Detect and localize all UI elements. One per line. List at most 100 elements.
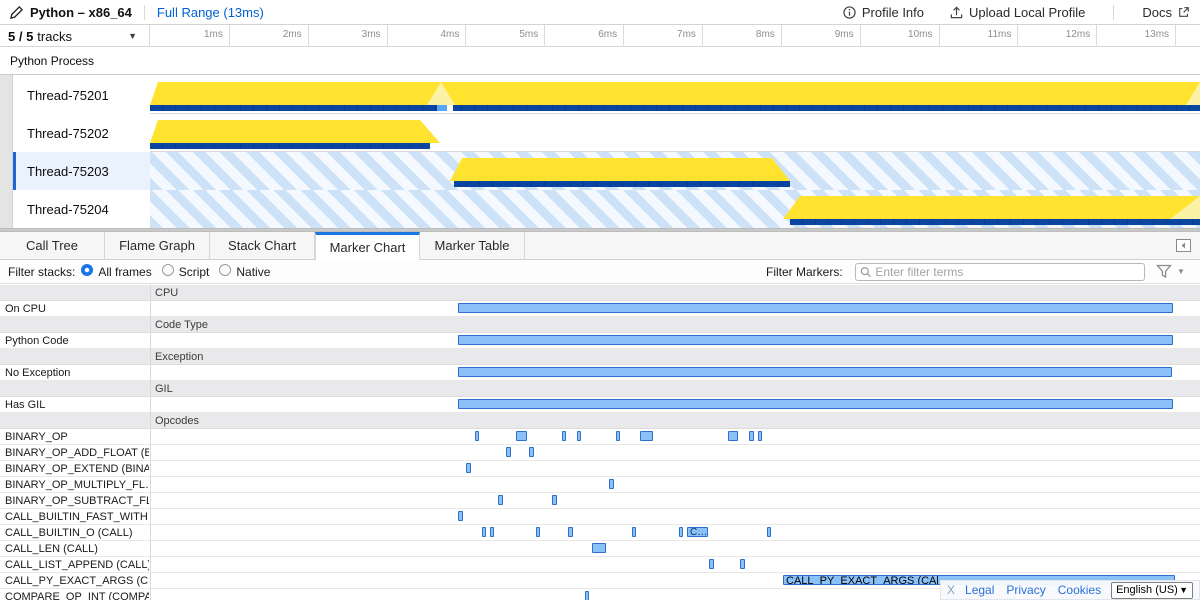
marker[interactable]: [552, 495, 557, 505]
docs-link[interactable]: Docs: [1132, 5, 1192, 20]
marker-filter-menu[interactable]: ▼: [1156, 264, 1185, 279]
marker[interactable]: C…: [687, 527, 708, 537]
radio-native[interactable]: [219, 264, 232, 276]
marker[interactable]: [458, 303, 1173, 313]
tracks-dropdown[interactable]: 5 / 5 tracks ▼: [0, 25, 150, 47]
ruler-tick-line: [1175, 25, 1177, 47]
marker-row[interactable]: No Exception: [0, 365, 1200, 381]
tab-stack-chart[interactable]: Stack Chart: [210, 232, 315, 259]
track-activity-graph[interactable]: [150, 152, 1200, 190]
marker[interactable]: [749, 431, 754, 441]
marker-row-label: On CPU: [5, 303, 46, 315]
footer-link-privacy[interactable]: Privacy: [1006, 583, 1046, 597]
upload-profile-button[interactable]: Upload Local Profile: [940, 5, 1095, 20]
radio-label-native[interactable]: Native: [236, 265, 271, 279]
header-divider: [1113, 4, 1115, 20]
marker[interactable]: [466, 463, 471, 473]
marker-row[interactable]: Has GIL: [0, 397, 1200, 413]
marker[interactable]: [529, 447, 534, 457]
radio-label-all-frames[interactable]: All frames: [98, 265, 152, 279]
marker[interactable]: [498, 495, 503, 505]
track-row[interactable]: Thread-75202: [13, 114, 1200, 152]
tab-call-tree[interactable]: Call Tree: [0, 232, 105, 259]
filter-markers-input[interactable]: [875, 265, 1140, 279]
marker[interactable]: [490, 527, 494, 537]
ruler-tick-line: [465, 25, 467, 47]
marker[interactable]: [458, 511, 463, 521]
cpu-usage-graph: [150, 120, 440, 143]
profile-info-button[interactable]: Profile Info: [833, 5, 934, 20]
track-activity-graph[interactable]: [150, 114, 1200, 152]
tab-marker-chart[interactable]: Marker Chart: [315, 232, 420, 260]
tab-flame-graph[interactable]: Flame Graph: [105, 232, 210, 259]
track-activity-graph[interactable]: [150, 76, 1200, 114]
marker[interactable]: [640, 431, 653, 441]
marker[interactable]: [475, 431, 479, 441]
selected-marker-label[interactable]: CALL_PY_EXACT_ARGS (CALL): [784, 576, 938, 584]
marker-row[interactable]: BINARY_OP_SUBTRACT_FL…: [0, 493, 1200, 509]
marker-row[interactable]: CALL_BUILTIN_O (CALL) C…: [0, 525, 1200, 541]
marker[interactable]: [568, 527, 573, 537]
marker-row[interactable]: BINARY_OP_ADD_FLOAT (B…: [0, 445, 1200, 461]
edit-pencil-icon[interactable]: [10, 5, 23, 19]
marker[interactable]: [506, 447, 511, 457]
marker[interactable]: [616, 431, 620, 441]
marker-row[interactable]: CALL_LIST_APPEND (CALL): [0, 557, 1200, 573]
language-select[interactable]: English (US) ▼: [1111, 581, 1193, 599]
footer-link-legal[interactable]: Legal: [965, 583, 995, 597]
chevron-down-icon: ▼: [1177, 267, 1185, 276]
samples-strip-light: [437, 105, 447, 111]
upload-icon: [950, 5, 963, 18]
marker[interactable]: [536, 527, 540, 537]
marker[interactable]: [632, 527, 636, 537]
profile-title: Python – x86_64: [30, 4, 132, 20]
process-row[interactable]: Python Process: [0, 47, 1200, 75]
label-column-divider: [150, 284, 151, 600]
marker[interactable]: [458, 399, 1173, 409]
radio-script[interactable]: [161, 264, 174, 276]
marker[interactable]: [458, 367, 1172, 377]
marker-row[interactable]: On CPU: [0, 301, 1200, 317]
radio-label-script[interactable]: Script: [178, 265, 210, 279]
track-label-thread-75203[interactable]: Thread-75203: [13, 152, 150, 190]
marker[interactable]: [585, 591, 589, 600]
marker-category-row: CPU: [0, 285, 1200, 301]
track-row[interactable]: Thread-75201: [13, 76, 1200, 114]
footer-link-cookies[interactable]: Cookies: [1057, 583, 1102, 597]
marker-row[interactable]: CALL_LEN (CALL): [0, 541, 1200, 557]
marker[interactable]: [458, 335, 1173, 345]
track-label-thread-75201[interactable]: Thread-75201: [13, 76, 150, 114]
tab-marker-table[interactable]: Marker Table: [420, 232, 525, 259]
marker-row[interactable]: CALL_BUILTIN_FAST_WITH…: [0, 509, 1200, 525]
track-row[interactable]: Thread-75203: [13, 152, 1200, 190]
open-sidebar-toggle-icon[interactable]: [1176, 239, 1191, 252]
ruler-tick-line: [859, 25, 861, 47]
marker[interactable]: [482, 527, 486, 537]
marker-row[interactable]: BINARY_OP_EXTEND (BINA…: [0, 461, 1200, 477]
marker[interactable]: [728, 431, 738, 441]
track-label-thread-75204[interactable]: Thread-75204: [13, 190, 150, 228]
track-label-thread-75202[interactable]: Thread-75202: [13, 114, 150, 152]
process-label: Python Process: [10, 53, 95, 68]
marker[interactable]: [592, 543, 606, 553]
marker[interactable]: [709, 559, 714, 569]
radio-all-frames[interactable]: [81, 264, 94, 276]
full-range-link[interactable]: Full Range (13ms): [156, 4, 264, 20]
marker[interactable]: [758, 431, 762, 441]
track-row[interactable]: Thread-75204: [13, 190, 1200, 228]
marker[interactable]: [767, 527, 771, 537]
marker[interactable]: [562, 431, 566, 441]
marker[interactable]: [740, 559, 745, 569]
marker[interactable]: [577, 431, 581, 441]
marker[interactable]: [679, 527, 683, 537]
marker[interactable]: [609, 479, 614, 489]
marker-row[interactable]: BINARY_OP_MULTIPLY_FL…: [0, 477, 1200, 493]
track-activity-graph[interactable]: [150, 190, 1200, 228]
marker-row[interactable]: BINARY_OP: [0, 429, 1200, 445]
panel-splitter[interactable]: [0, 228, 1200, 232]
filter-markers-label: Filter Markers:: [766, 265, 843, 279]
footer-close-button[interactable]: X: [947, 583, 956, 597]
marker-row[interactable]: COMPARE_OP_INT (COMPA…: [0, 589, 1200, 600]
marker-row[interactable]: Python Code: [0, 333, 1200, 349]
marker[interactable]: [516, 431, 527, 441]
